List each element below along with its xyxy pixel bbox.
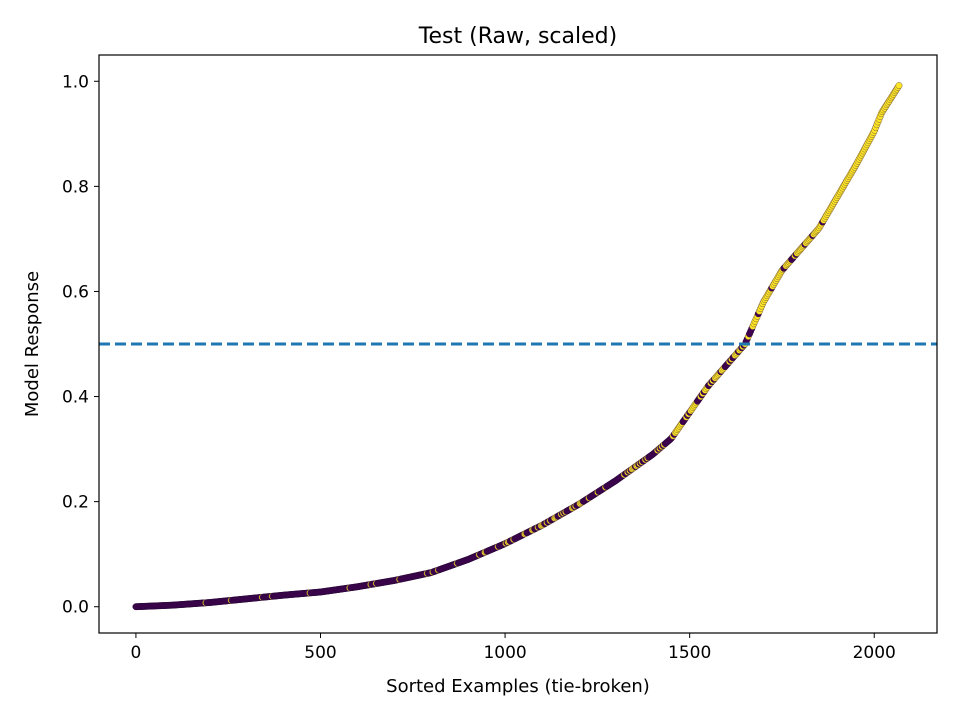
x-tick-label: 500 (304, 643, 336, 663)
x-tick-label: 0 (131, 643, 142, 663)
y-tick-label: 0.8 (62, 177, 89, 197)
data-point (895, 82, 903, 90)
x-axis-label: Sorted Examples (tie-broken) (386, 676, 650, 697)
y-tick-label: 0.4 (62, 388, 89, 408)
points-layer (132, 82, 903, 611)
y-tick-label: 0.0 (62, 598, 89, 618)
y-tick-label: 0.2 (62, 493, 89, 513)
x-axis: 0 500 1000 1500 2000 (131, 633, 896, 663)
x-tick-label: 1500 (668, 643, 711, 663)
plot-area-frame (98, 54, 938, 634)
y-tick-label: 0.6 (62, 282, 89, 302)
y-tick-label: 1.0 (62, 72, 89, 92)
x-tick-label: 2000 (853, 643, 896, 663)
y-axis: 0.0 0.2 0.4 0.6 0.8 1.0 (62, 72, 99, 618)
chart-title: Test (Raw, scaled) (418, 24, 617, 49)
y-axis-label: Model Response (22, 271, 43, 417)
x-tick-label: 1000 (483, 643, 526, 663)
